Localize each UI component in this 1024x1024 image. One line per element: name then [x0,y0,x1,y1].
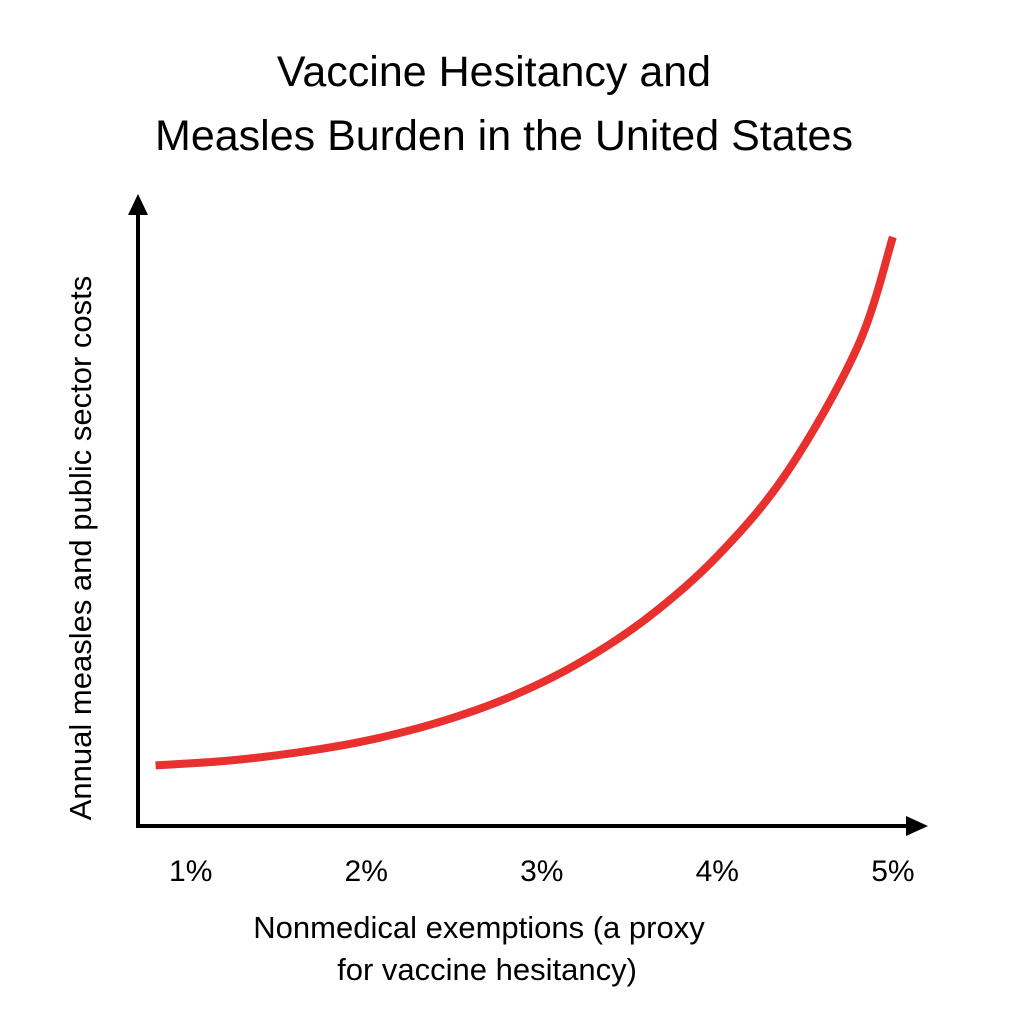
axes [128,194,928,836]
x-tick-label: 1% [169,855,212,888]
x-tick-label: 4% [696,855,739,888]
x-tick-label: 2% [345,855,388,888]
y-axis-arrowhead [128,194,148,215]
x-axis-label: Nonmedical exemptions (a proxy for vacci… [253,910,705,987]
chart-title-line-2: Measles Burden in the United States [155,112,853,160]
y-axis-label: Annual measles and public sector costs [63,276,98,821]
chart-title: Vaccine Hesitancy and Measles Burden in … [155,48,853,160]
chart-title-line-1: Vaccine Hesitancy and [277,48,711,96]
x-axis-label-line-1: Nonmedical exemptions (a proxy [253,910,705,945]
series-layer [155,235,897,770]
x-tick-label: 3% [520,855,563,888]
x-tick-label: 5% [871,855,914,888]
x-axis-label-line-2: for vaccine hesitancy) [337,952,637,987]
x-axis-arrowhead [906,816,928,836]
x-tick-labels: 1% 2% 3% 4% 5% [169,855,915,888]
series-line [155,235,897,770]
